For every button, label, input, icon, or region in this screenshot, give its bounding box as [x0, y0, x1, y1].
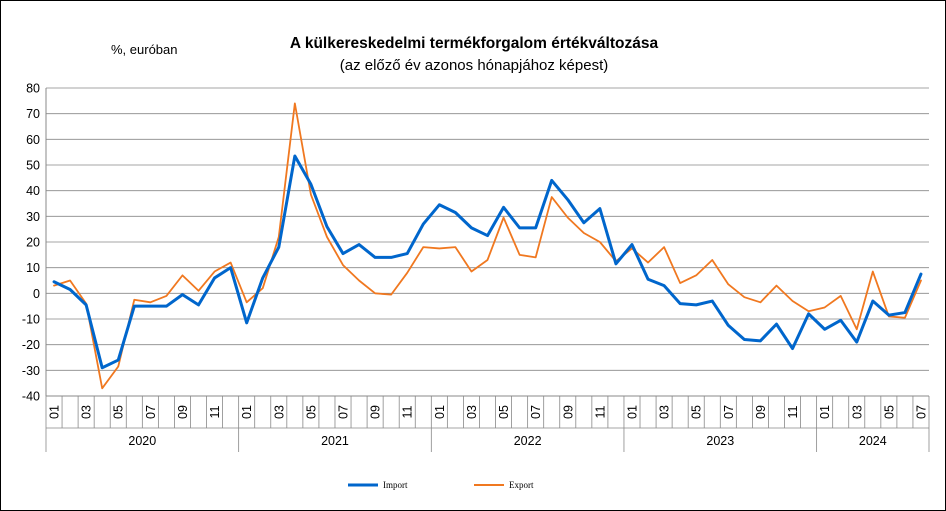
x-tick-label: 05	[304, 405, 318, 419]
x-tick-label: 07	[337, 405, 351, 419]
series-line-export	[53, 102, 922, 390]
y-tick-label: 20	[26, 236, 40, 250]
y-tick-label: 70	[26, 107, 40, 121]
y-tick-label: 10	[26, 261, 40, 275]
x-tick-label: 11	[401, 405, 415, 418]
y-tick-label: 0	[33, 287, 40, 301]
x-year-label: 2022	[514, 434, 542, 448]
y-tick-label: 80	[26, 82, 40, 96]
y-axis-unit-label: %, euróban	[111, 42, 178, 57]
x-tick-label: 03	[850, 405, 864, 419]
x-tick-label: 03	[80, 405, 94, 419]
legend-import-label: Import	[383, 480, 408, 490]
y-tick-label: -10	[22, 313, 40, 327]
x-axis: 01 03 05 07 09 11 01 03 05 07 09 11 01 03 05 07 09 11 01 03…	[45, 395, 930, 452]
y-tick-label: 30	[26, 210, 40, 224]
chart-subtitle: (az előző év azonos hónapjához képest)	[340, 57, 609, 74]
x-tick-label: 09	[561, 405, 575, 419]
x-tick-label: 01	[240, 405, 254, 419]
x-year-label: 2021	[321, 434, 349, 448]
x-tick-label: 01	[625, 405, 639, 419]
legend-export-label: Export	[509, 480, 534, 490]
x-tick-label: 07	[144, 405, 158, 419]
y-tick-label: -30	[22, 364, 40, 378]
x-tick-label: 05	[497, 405, 511, 419]
legend: Import Export	[348, 480, 534, 490]
series-lines	[52, 102, 923, 390]
x-tick-label: 05	[882, 405, 896, 419]
x-tick-label: 07	[722, 405, 736, 419]
x-year-label: 2023	[706, 434, 734, 448]
x-tick-label: 03	[272, 405, 286, 419]
x-tick-label: 11	[208, 405, 222, 418]
x-tick-label: 01	[48, 405, 62, 419]
y-axis-tick-labels: -40 -30 -20 -10 0 10 20 30 40 50 60 70 80	[22, 82, 40, 404]
x-tick-label: 01	[818, 405, 832, 419]
y-tick-label: 60	[26, 133, 40, 147]
x-tick-label: 11	[786, 405, 800, 418]
x-tick-label: 05	[112, 405, 126, 419]
series-line-import	[52, 154, 923, 370]
chart-title: A külkereskedelmi termékforgalom értékvá…	[290, 35, 659, 52]
x-tick-label: 05	[690, 405, 704, 419]
x-tick-label: 09	[754, 405, 768, 419]
x-tick-label: 01	[433, 405, 447, 419]
y-tick-label: 40	[26, 184, 40, 198]
x-tick-label: 09	[176, 405, 190, 419]
gridlines	[45, 87, 929, 397]
x-tick-label: 11	[593, 405, 607, 418]
x-tick-label: 07	[914, 405, 928, 419]
x-tick-label: 07	[529, 405, 543, 419]
x-tick-label: 03	[658, 405, 672, 419]
x-year-label: 2020	[128, 434, 156, 448]
y-tick-label: 50	[26, 159, 40, 173]
y-tick-label: -20	[22, 338, 40, 352]
x-tick-label: 03	[465, 405, 479, 419]
y-tick-label: -40	[22, 390, 40, 404]
x-tick-label: 09	[369, 405, 383, 419]
x-year-label: 2024	[859, 434, 887, 448]
